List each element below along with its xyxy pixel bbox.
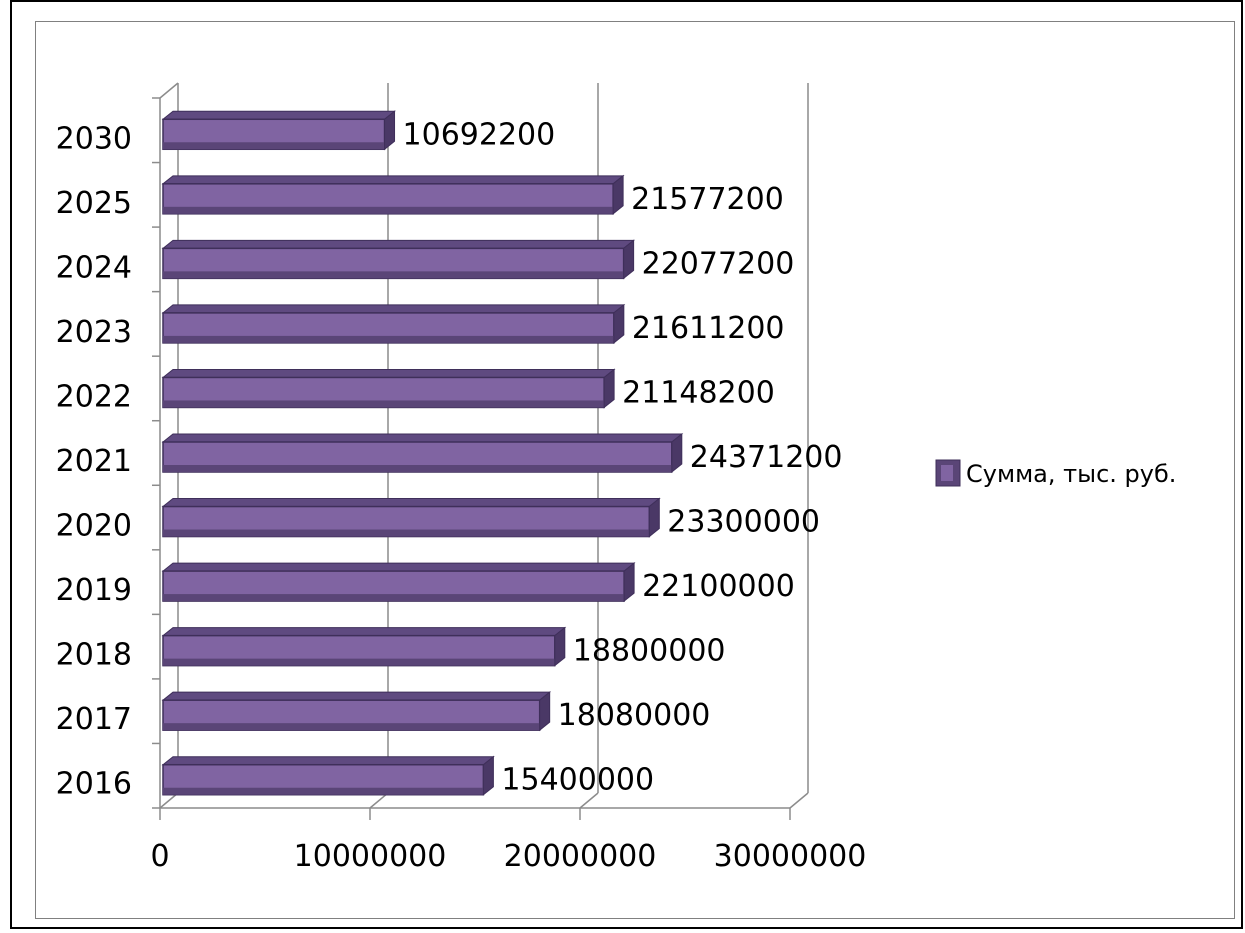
- bar: [161, 755, 495, 796]
- bar-side-face: [384, 110, 396, 151]
- bar: [161, 432, 684, 474]
- y-tick-label: 2024: [56, 250, 132, 285]
- bar: [161, 174, 625, 215]
- bar-shade: [163, 271, 624, 279]
- bar-side-face: [612, 174, 624, 215]
- x-tick-label: 30000000: [714, 839, 867, 874]
- bar-shade: [163, 787, 484, 795]
- bar-side-face: [623, 239, 635, 280]
- bar: [161, 368, 616, 409]
- bar-top-face: [161, 110, 396, 120]
- bar-side-face: [671, 432, 683, 474]
- top-diagonal: [159, 82, 179, 99]
- bar-shade: [163, 206, 614, 214]
- bar-side-face: [648, 497, 660, 538]
- y-tick-label: 2022: [56, 379, 132, 414]
- axis-layer: 0 10000000 20000000 30000000: [150, 97, 867, 874]
- bar: [161, 691, 552, 732]
- bar-side-face: [554, 626, 566, 667]
- bar-shade: [163, 142, 385, 150]
- bar-side-face: [482, 755, 494, 796]
- bar-top-face: [161, 304, 626, 314]
- bar-shade: [163, 400, 605, 408]
- y-tick-label: 2019: [56, 573, 132, 608]
- labels-layer: 2016 15400000 2017 18080000 2018 18800000 2019…: [56, 117, 843, 801]
- bar-top-face: [161, 433, 684, 443]
- y-tick-label: 2018: [56, 638, 132, 673]
- bar-side-face: [603, 368, 615, 409]
- bar-top-face: [161, 498, 661, 508]
- data-label: 18800000: [573, 634, 726, 669]
- y-tick-label: 2021: [56, 444, 132, 479]
- bar-top-face: [161, 368, 616, 378]
- bar-shade: [163, 723, 540, 731]
- bar: [161, 239, 636, 280]
- bar-side-face: [539, 691, 551, 732]
- bar-shade: [163, 658, 555, 666]
- x-tick-label: 10000000: [294, 839, 447, 874]
- data-label: 21611200: [632, 311, 785, 346]
- bar: [161, 562, 636, 603]
- bar: [161, 497, 661, 538]
- bar-top-face: [161, 627, 567, 637]
- legend-label: Сумма, тыс. руб.: [966, 460, 1176, 488]
- y-tick-label: 2023: [56, 315, 132, 350]
- legend-swatch-inner: [941, 465, 953, 481]
- bar-side-face: [613, 303, 625, 344]
- data-label: 23300000: [667, 505, 820, 540]
- x-tick-label: 0: [150, 839, 169, 874]
- data-label: 22100000: [642, 569, 795, 604]
- data-label: 21148200: [622, 375, 775, 410]
- bar-top-face: [161, 756, 495, 766]
- y-tick-label: 2030: [56, 121, 132, 156]
- y-tick-label: 2016: [56, 767, 132, 802]
- bar-top-face: [161, 562, 636, 572]
- floor-gridline: [159, 792, 179, 809]
- data-label: 15400000: [501, 763, 654, 798]
- floor-gridline: [369, 792, 389, 809]
- floor-gridline: [789, 792, 809, 809]
- bar-side-face: [623, 562, 635, 603]
- data-label: 24371200: [690, 440, 843, 475]
- data-label: 10692200: [403, 117, 556, 152]
- x-tick-label: 20000000: [504, 839, 657, 874]
- legend: Сумма, тыс. руб.: [935, 459, 1176, 488]
- bar: [161, 303, 626, 344]
- outer-frame: [10, 0, 1243, 929]
- legend-swatch: [935, 459, 961, 487]
- bar: [161, 626, 567, 667]
- bar-top-face: [161, 175, 625, 185]
- y-tick-label: 2025: [56, 186, 132, 221]
- chart-area: [35, 21, 1235, 919]
- data-label: 18080000: [558, 698, 711, 733]
- bar-top-face: [161, 691, 552, 701]
- bar-shade: [163, 465, 672, 472]
- data-label: 22077200: [642, 246, 795, 281]
- bar: [161, 110, 396, 151]
- bar-shade: [163, 335, 614, 343]
- bar-shade: [163, 594, 625, 602]
- y-tick-label: 2017: [56, 702, 132, 737]
- bar-shade: [163, 529, 650, 537]
- bar-top-face: [161, 239, 636, 249]
- data-label: 21577200: [631, 182, 784, 217]
- y-tick-label: 2020: [56, 509, 132, 544]
- bars-layer: [161, 110, 684, 796]
- floor-gridline: [579, 792, 599, 809]
